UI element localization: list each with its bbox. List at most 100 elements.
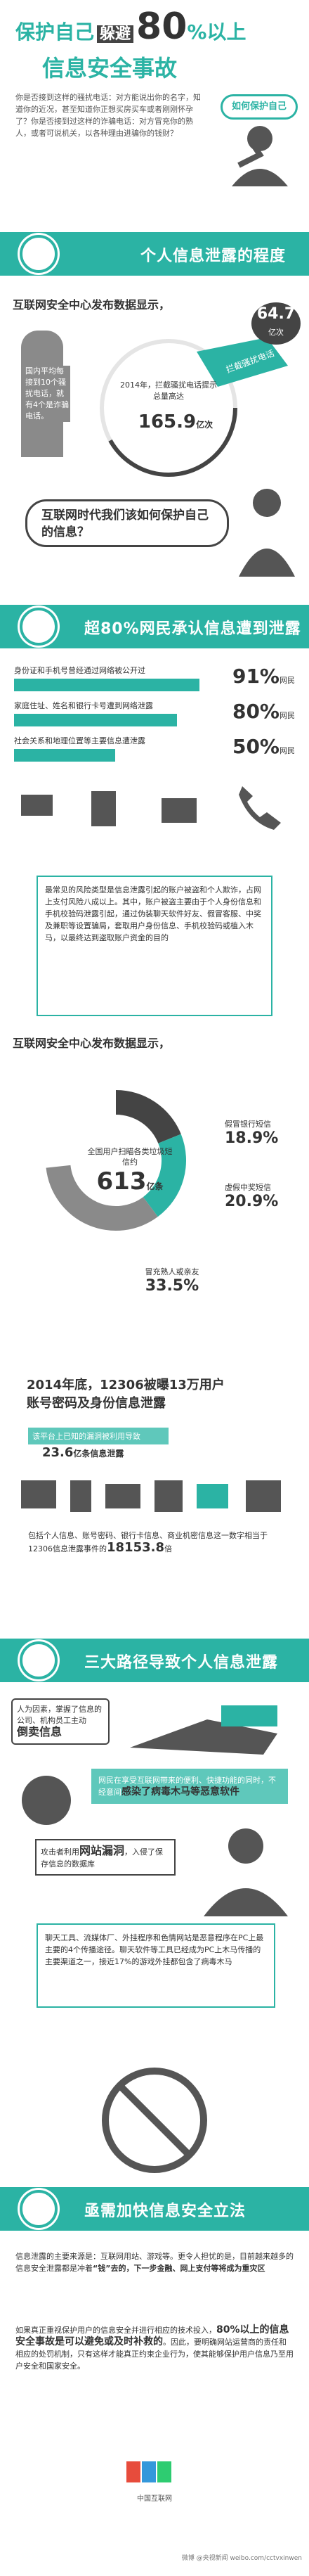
bank-card-icon [105,1484,140,1508]
camera-icon [162,798,197,823]
email-icon [197,1484,228,1508]
section2-banner-text: 超80%网民承认信息遭到泄露 [84,620,301,638]
section1-stat1: 国内平均每接到10个骚扰电话，就有4个是诈骗电话。 [25,366,70,422]
pct-value-text: 80% [232,700,280,723]
hacker-icon [204,1828,288,1916]
title-part-c: 80 [136,6,188,48]
icon-row [14,781,295,837]
leak-sub: 23.6亿条信息泄露 [42,1445,124,1460]
virus-icon [22,1776,71,1825]
section1-circle-graphic [100,338,288,477]
title-part-b: 躲避 [97,25,134,43]
stat-value: 64.7 [256,305,296,323]
pct-unit: 网民 [280,711,295,720]
leak-title1: 2014年底， [27,1378,100,1392]
legend-value: 20.9% [225,1193,279,1210]
path3-emph: 网站漏洞 [79,1844,125,1857]
section1-stat2-label: 2014年，拦截骚扰电话提示总量高达 [120,380,217,401]
pct-unit: 网民 [280,676,295,685]
donut-value: 613 [96,1167,147,1196]
section2-banner: 超80%网民承认信息遭到泄露 [0,605,309,648]
title-line1: 保护自己 躲避 80%以上 [15,6,246,48]
law-para1-b: “钱”去的，下一步金融、网上支付等将成为重灾区 [93,2264,265,2273]
icon-row-graphics [21,786,281,830]
legend-label: 虚假中奖短信 [225,1183,271,1192]
legend-value-text: 20.9 [225,1193,263,1210]
building-icon [154,1480,183,1512]
legend-value-text: 33.5 [145,1277,184,1295]
legend-item: 虚假中奖短信 20.9% [225,1181,302,1210]
logo-icon [126,2461,171,2482]
section3-subtitle: 互联网安全中心发布数据显示， [13,1037,171,1050]
legend-label: 假冒银行短信 [225,1120,271,1129]
leak-desc: 包括个人信息、账号密码、银行卡信息、商业机密信息这一数字相当于12306信息泄露… [28,1530,288,1555]
section5-banner: 亟需加快信息安全立法 [0,2187,309,2231]
pct-row-bar [14,749,115,762]
footer-logo-text: 中国互联网 [137,2495,172,2503]
thinking-person-icon [232,126,288,186]
law-para1-a: 信息泄露的主要来源是：互联网用站、游戏等。更令人担忧的是，目前越来越多的信息安全… [15,2252,294,2273]
pct-row-value: 80%网民 [232,700,295,723]
donut-center-label: 全国用户扫瞄各类垃圾短信约 [87,1147,173,1167]
path3-text-a: 攻击者利用 [41,1847,79,1857]
path2-emph: 感染了病毒木马等恶意软件 [121,1786,239,1798]
legend-label: 冒充熟人或亲友 [145,1267,199,1276]
donut-unit: 亿条 [146,1181,164,1191]
section5-hero [0,2064,309,2184]
footer-logo: 中国互联网 [119,2454,190,2503]
donut-center-value: 613亿条 [84,1167,176,1196]
path2-box: 网民在享受互联网带来的便利、快捷功能的同时，不经意间感染了病毒木马等恶意软件 [91,1769,288,1804]
pct-row-value: 50%网民 [232,735,295,758]
section4-banner: 三大路径导致个人信息泄露 [0,1639,309,1682]
pct-row-label: 家庭住址、姓名和银行卡号遭到网络泄露 [14,701,153,710]
legend-value-text: 18.9 [225,1129,263,1147]
stat-bubble: 64.7 亿次 [251,302,301,345]
pct-row-label: 社会关系和地理位置等主要信息遭泄露 [14,736,145,745]
legend-item: 假冒银行短信 18.9% [225,1118,302,1147]
law-para1: 信息泄露的主要来源是：互联网用站、游戏等。更令人担忧的是，目前越来越多的信息安全… [15,2250,294,2274]
law-para2-c: 。因此，要明确网站运营商的责任和相应的处罚机制，只有这样才能真正约束企业行为，使… [15,2338,294,2371]
section1-subtitle: 互联网安全中心发布数据显示， [13,298,171,312]
leak-icon-row [21,1480,281,1512]
id-card-icon [21,1480,56,1508]
leak-desc1: 包括个人信息、账号密码、银行卡信息、商业机密信息这一数字相当于12306信息泄露… [28,1531,268,1553]
folder-icon [91,791,116,826]
law-para2-a: 如果真正重视保护用户的信息安全并进行相应的技术投入， [15,2326,216,2335]
section3-leak: 2014年底，12306被曝13万用户 账号密码及身份信息泄露 该平台上已知的漏… [0,1375,309,1607]
pct-row-value: 91%网民 [232,665,295,688]
donut-center: 全国用户扫瞄各类垃圾短信约 613亿条 [84,1146,176,1196]
stat-unit: 亿次 [268,328,284,337]
section5-body: 信息泄露的主要来源是：互联网用站、游戏等。更令人担忧的是，目前越来越多的信息安全… [0,2243,309,2574]
money-hand-icon [130,1705,277,1755]
legend-value: 33.5% [145,1277,199,1295]
path4-desc: 聊天工具、流媒体厂、外挂程序和色情网站是恶意程序在PC上最主要的4个传播途径。聊… [37,1923,275,2008]
leak-desc2: 18153.8 [107,1540,164,1555]
path3-text-c: ，入侵了保存信息的数据库 [41,1847,164,1869]
pct-row-label: 身份证和手机号曾经通过网络被公开过 [14,666,145,675]
title-part-a: 保护自己 [15,20,95,44]
pct-value-text: 50% [232,735,280,758]
stat2-value: 165.9 [138,411,197,432]
section4-banner-text: 三大路径导致个人信息泄露 [84,1654,279,1672]
banner-circle-icon [20,235,58,273]
stat2-unit: 亿次 [196,420,213,430]
law-para2: 如果真正重视保护用户的信息安全并进行相应的技术投入，80%以上的信息安全事故是可… [15,2324,294,2372]
law-para2-b: 80%以上的信息安全事故是可以避免或及时补救的 [15,2324,289,2347]
path1-text: 人为因素，掌握了信息的公司、机构员工主动 [17,1705,102,1725]
grid-icon [246,1480,281,1512]
section1-body: 互联网安全中心发布数据显示， 国内平均每接到10个骚扰电话，就有4个是诈骗电话。… [0,288,309,584]
pct-value-text: 91% [232,665,280,688]
pct-row: 社会关系和地理位置等主要信息遭泄露 50%网民 [14,735,295,762]
leak-sub2: 23.6 [42,1445,74,1460]
donut-slice [143,1134,186,1217]
section2-rows: 身份证和手机号曾经通过网络被公开过 91%网民 家庭住址、姓名和银行卡号遭到网络… [0,658,309,854]
banner-circle-icon [20,608,58,646]
leak-sub3: 亿条信息泄露 [73,1449,124,1459]
section1-stat2: 165.9亿次 [126,411,225,432]
path1-box: 人为因素，掌握了信息的公司、机构员工主动 倒卖信息 [11,1698,110,1745]
speech-bubble: 如何保护自己 [221,94,298,120]
question-person-icon [239,489,295,577]
document-icon [21,795,53,816]
leak-title: 2014年底，12306被曝13万用户 账号密码及身份信息泄露 [27,1375,225,1411]
pct-row: 家庭住址、姓名和银行卡号遭到网络泄露 80%网民 [14,700,295,726]
